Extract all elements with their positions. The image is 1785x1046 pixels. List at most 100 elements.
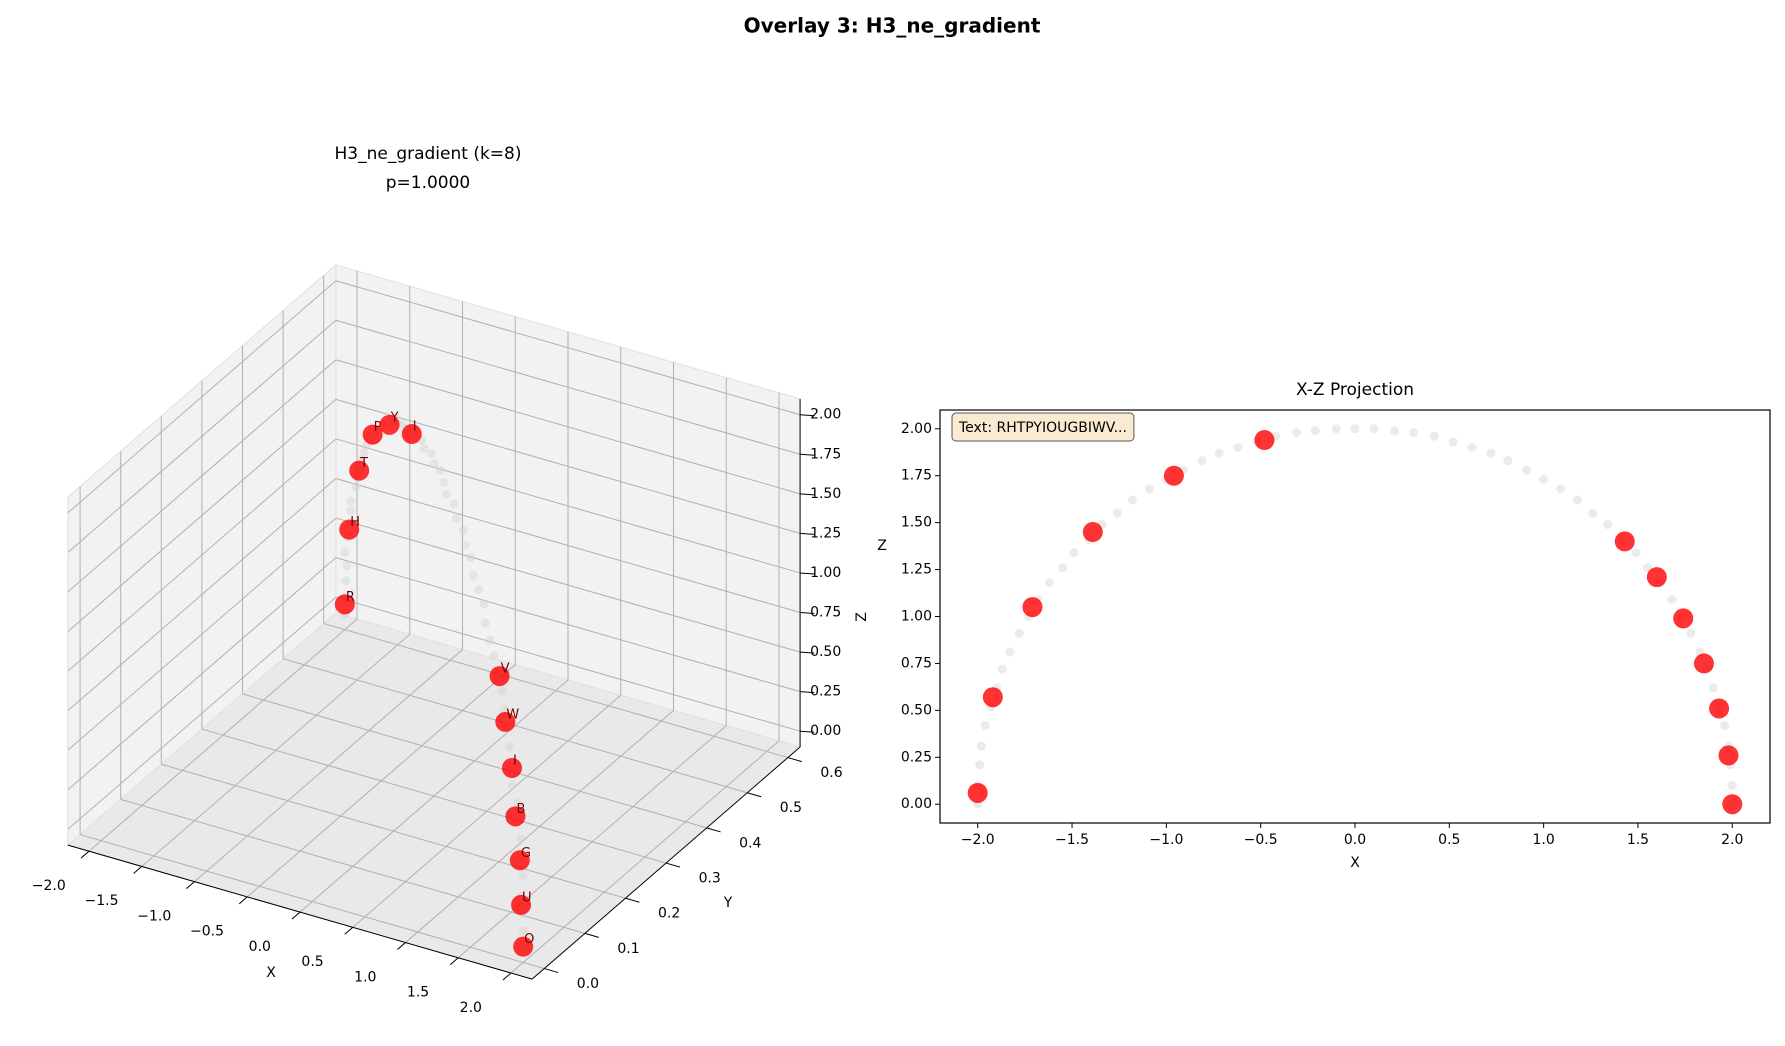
tick-mark: [800, 612, 815, 615]
y-tick-label: 0.4: [739, 835, 761, 851]
path-point: [427, 449, 437, 459]
path-point: [497, 686, 507, 696]
x-tick-label: 2.0: [1721, 832, 1743, 848]
grid-line: [335, 398, 801, 534]
y-tick-label: 0.50: [901, 702, 932, 718]
path-point: [1573, 495, 1583, 505]
path-point: [1292, 428, 1302, 438]
y-tick-label: 1.50: [901, 515, 932, 531]
plot-2d: X-Z Projection −2.0 −1.5 −1.0 −0.5 0.0 0.5 1.0 1…: [877, 380, 1771, 871]
path-point: [468, 571, 478, 581]
point-label: R: [346, 590, 355, 605]
path-point: [458, 525, 468, 535]
point-label: Y: [390, 410, 399, 425]
path-point: [1486, 448, 1496, 458]
tick-mark: [800, 453, 815, 456]
point: [1022, 597, 1043, 618]
path-point: [516, 833, 526, 843]
path-point: [342, 560, 352, 570]
path-point: [1390, 426, 1400, 436]
path-point: [1005, 647, 1015, 657]
figure-title: Overlay 3: H3_ne_gradient: [744, 14, 1041, 38]
grid-line: [335, 596, 801, 732]
path-point: [512, 798, 522, 808]
point-label: T: [359, 456, 368, 471]
tick-mark: [449, 957, 459, 966]
point: [1614, 531, 1635, 552]
tick-mark: [544, 968, 559, 974]
path-point: [1214, 448, 1224, 458]
point: [495, 711, 516, 732]
point-label: V: [501, 662, 510, 677]
grid-line: [323, 623, 789, 759]
tick-mark: [584, 932, 599, 938]
path-point: [1603, 520, 1613, 530]
z-tick-label: 0.25: [810, 684, 841, 700]
z-tick-label: 1.50: [810, 486, 841, 502]
point: [1646, 567, 1667, 588]
path-point: [1408, 428, 1418, 438]
path-point: [975, 760, 985, 770]
path-point: [505, 742, 515, 752]
x-tick-label: −2.0: [961, 832, 995, 848]
path-point: [1310, 426, 1320, 436]
x-tick-label: 0.0: [249, 939, 271, 955]
grid-line: [201, 728, 667, 864]
path-point: [1331, 424, 1341, 434]
tick-mark: [800, 651, 815, 654]
point-label: B: [516, 802, 525, 817]
z-tick-label: 0.50: [810, 644, 841, 660]
path-point: [460, 540, 470, 550]
point: [505, 806, 526, 827]
x-tick-label: 2.0: [460, 1000, 482, 1016]
x-tick-label: −1.0: [1149, 832, 1183, 848]
path-point: [1467, 443, 1477, 453]
annotation-box: [951, 412, 1135, 442]
path-point: [1044, 578, 1054, 588]
tick-mark: [800, 572, 815, 575]
path-point: [507, 780, 517, 790]
path-point: [1112, 508, 1122, 518]
path-point: [429, 459, 439, 469]
path-point: [518, 926, 528, 936]
grid-line: [67, 596, 337, 830]
grid-line: [67, 517, 337, 751]
grid-line: [335, 438, 801, 574]
point: [1718, 745, 1739, 766]
tick-mark: [133, 866, 143, 874]
tick-mark: [800, 493, 815, 496]
grid-line: [282, 658, 748, 794]
path-point: [518, 870, 528, 880]
path-point: [1720, 720, 1730, 730]
chart-title: X-Z Projection: [1296, 380, 1414, 400]
y-tick-label: 1.75: [901, 468, 932, 484]
path-point: [345, 506, 355, 516]
path-point: [1448, 437, 1458, 447]
y-tick-label: 1.00: [901, 609, 932, 625]
point-label: I: [413, 420, 417, 435]
path-point: [1556, 484, 1566, 494]
path-point: [359, 448, 369, 458]
point: [334, 594, 355, 615]
path-point: [340, 547, 350, 557]
grid-line: [161, 763, 626, 899]
point: [1709, 698, 1730, 719]
x-tick-label: −1.5: [1055, 832, 1089, 848]
tick-mark: [665, 862, 681, 868]
tick-mark: [625, 897, 640, 903]
grid-line: [335, 280, 801, 416]
path-point: [1233, 443, 1243, 453]
path-point: [1127, 495, 1137, 505]
y-tick-label: 0.0: [577, 976, 599, 992]
path-point: [451, 514, 461, 524]
x-axis-line: [67, 844, 533, 980]
point: [1693, 653, 1714, 674]
x-tick-label: 0.5: [301, 954, 323, 970]
tick-mark: [80, 850, 90, 859]
x-tick-label: −0.5: [190, 924, 224, 940]
point-label: H: [350, 515, 360, 530]
grid-line: [120, 798, 586, 934]
path-point: [398, 419, 408, 429]
y-tick-label: 0.00: [901, 796, 932, 812]
